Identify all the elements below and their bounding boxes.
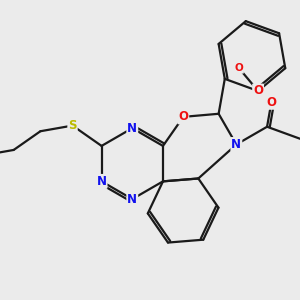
Text: S: S xyxy=(68,119,77,132)
Text: N: N xyxy=(127,193,137,206)
Text: O: O xyxy=(253,85,263,98)
Text: N: N xyxy=(231,138,242,151)
Text: O: O xyxy=(178,110,188,123)
Text: N: N xyxy=(127,122,137,135)
Text: O: O xyxy=(234,63,243,73)
Text: N: N xyxy=(97,175,106,188)
Text: O: O xyxy=(266,96,276,109)
